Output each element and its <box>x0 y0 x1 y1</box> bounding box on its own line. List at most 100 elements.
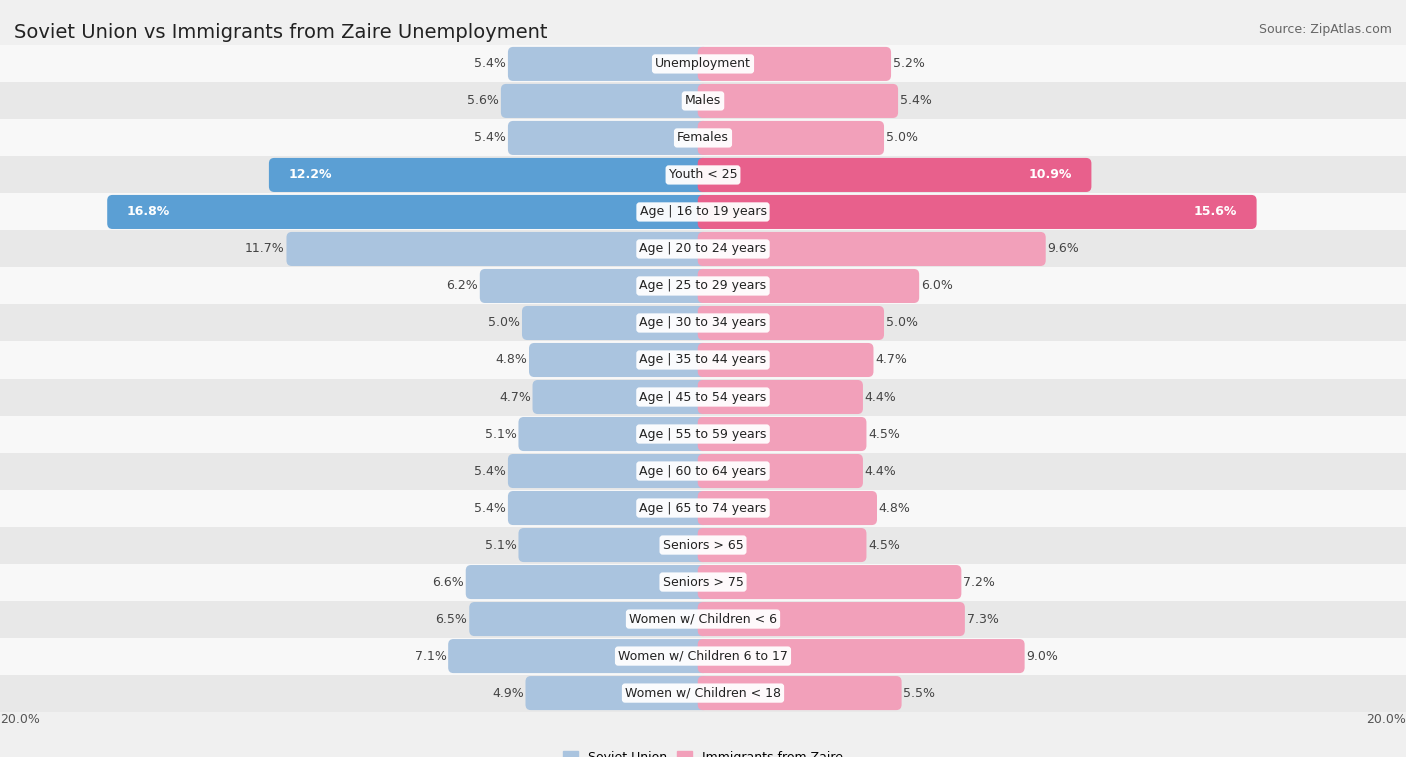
FancyBboxPatch shape <box>526 676 709 710</box>
Text: Age | 16 to 19 years: Age | 16 to 19 years <box>640 205 766 219</box>
Text: 9.0%: 9.0% <box>1026 650 1059 662</box>
Bar <box>0 378 1406 416</box>
FancyBboxPatch shape <box>529 343 709 377</box>
Text: 5.4%: 5.4% <box>474 465 506 478</box>
FancyBboxPatch shape <box>697 232 1046 266</box>
Bar <box>0 157 1406 194</box>
Text: 4.8%: 4.8% <box>495 354 527 366</box>
Text: 5.4%: 5.4% <box>900 95 932 107</box>
Text: Age | 60 to 64 years: Age | 60 to 64 years <box>640 465 766 478</box>
Text: 4.4%: 4.4% <box>865 391 897 403</box>
FancyBboxPatch shape <box>501 84 709 118</box>
FancyBboxPatch shape <box>287 232 709 266</box>
FancyBboxPatch shape <box>697 306 884 340</box>
FancyBboxPatch shape <box>508 454 709 488</box>
Text: Unemployment: Unemployment <box>655 58 751 70</box>
Bar <box>0 527 1406 563</box>
FancyBboxPatch shape <box>697 343 873 377</box>
FancyBboxPatch shape <box>697 639 1025 673</box>
Text: 7.1%: 7.1% <box>415 650 447 662</box>
Text: Women w/ Children < 6: Women w/ Children < 6 <box>628 612 778 625</box>
Text: Women w/ Children < 18: Women w/ Children < 18 <box>626 687 780 699</box>
Bar <box>0 45 1406 83</box>
Bar <box>0 194 1406 230</box>
Text: 5.6%: 5.6% <box>467 95 499 107</box>
Text: Seniors > 75: Seniors > 75 <box>662 575 744 588</box>
FancyBboxPatch shape <box>508 47 709 81</box>
Text: 4.5%: 4.5% <box>869 538 900 552</box>
Text: 5.5%: 5.5% <box>904 687 935 699</box>
Bar <box>0 637 1406 674</box>
Text: 5.4%: 5.4% <box>474 502 506 515</box>
Text: Soviet Union vs Immigrants from Zaire Unemployment: Soviet Union vs Immigrants from Zaire Un… <box>14 23 547 42</box>
FancyBboxPatch shape <box>697 121 884 155</box>
Text: Age | 65 to 74 years: Age | 65 to 74 years <box>640 502 766 515</box>
Text: 6.5%: 6.5% <box>436 612 467 625</box>
Text: 9.6%: 9.6% <box>1047 242 1080 255</box>
FancyBboxPatch shape <box>533 380 709 414</box>
FancyBboxPatch shape <box>519 528 709 562</box>
FancyBboxPatch shape <box>697 380 863 414</box>
FancyBboxPatch shape <box>470 602 709 636</box>
FancyBboxPatch shape <box>697 454 863 488</box>
Text: Age | 45 to 54 years: Age | 45 to 54 years <box>640 391 766 403</box>
Bar <box>0 304 1406 341</box>
FancyBboxPatch shape <box>697 84 898 118</box>
Text: 20.0%: 20.0% <box>1367 713 1406 727</box>
Text: Age | 20 to 24 years: Age | 20 to 24 years <box>640 242 766 255</box>
Text: Age | 35 to 44 years: Age | 35 to 44 years <box>640 354 766 366</box>
Text: 4.7%: 4.7% <box>875 354 907 366</box>
Bar <box>0 600 1406 637</box>
FancyBboxPatch shape <box>697 195 1257 229</box>
Text: Seniors > 65: Seniors > 65 <box>662 538 744 552</box>
Text: 6.0%: 6.0% <box>921 279 953 292</box>
Text: 15.6%: 15.6% <box>1194 205 1237 219</box>
Text: 4.8%: 4.8% <box>879 502 911 515</box>
FancyBboxPatch shape <box>697 602 965 636</box>
FancyBboxPatch shape <box>697 676 901 710</box>
Text: Age | 55 to 59 years: Age | 55 to 59 years <box>640 428 766 441</box>
FancyBboxPatch shape <box>449 639 709 673</box>
FancyBboxPatch shape <box>479 269 709 303</box>
Bar <box>0 267 1406 304</box>
Bar <box>0 490 1406 527</box>
Text: 5.0%: 5.0% <box>488 316 520 329</box>
FancyBboxPatch shape <box>465 565 709 599</box>
Text: 4.5%: 4.5% <box>869 428 900 441</box>
Text: 11.7%: 11.7% <box>245 242 285 255</box>
Text: Age | 30 to 34 years: Age | 30 to 34 years <box>640 316 766 329</box>
Bar <box>0 563 1406 600</box>
Text: 5.4%: 5.4% <box>474 132 506 145</box>
Text: 4.4%: 4.4% <box>865 465 897 478</box>
Text: 12.2%: 12.2% <box>288 169 332 182</box>
Text: Males: Males <box>685 95 721 107</box>
FancyBboxPatch shape <box>697 158 1091 192</box>
Text: 5.4%: 5.4% <box>474 58 506 70</box>
Text: 7.3%: 7.3% <box>967 612 998 625</box>
Text: 5.1%: 5.1% <box>485 428 517 441</box>
FancyBboxPatch shape <box>697 565 962 599</box>
Text: Age | 25 to 29 years: Age | 25 to 29 years <box>640 279 766 292</box>
Text: Youth < 25: Youth < 25 <box>669 169 737 182</box>
FancyBboxPatch shape <box>508 491 709 525</box>
Text: 20.0%: 20.0% <box>0 713 39 727</box>
Text: 4.9%: 4.9% <box>492 687 524 699</box>
Bar <box>0 83 1406 120</box>
Text: Source: ZipAtlas.com: Source: ZipAtlas.com <box>1258 23 1392 36</box>
FancyBboxPatch shape <box>269 158 709 192</box>
Text: 10.9%: 10.9% <box>1029 169 1073 182</box>
Text: 5.2%: 5.2% <box>893 58 925 70</box>
Text: 16.8%: 16.8% <box>127 205 170 219</box>
Bar <box>0 341 1406 378</box>
FancyBboxPatch shape <box>697 47 891 81</box>
Bar <box>0 120 1406 157</box>
FancyBboxPatch shape <box>522 306 709 340</box>
Text: 6.6%: 6.6% <box>432 575 464 588</box>
Text: 5.1%: 5.1% <box>485 538 517 552</box>
Text: 7.2%: 7.2% <box>963 575 995 588</box>
FancyBboxPatch shape <box>519 417 709 451</box>
Text: 4.7%: 4.7% <box>499 391 531 403</box>
Text: 5.0%: 5.0% <box>886 132 918 145</box>
Legend: Soviet Union, Immigrants from Zaire: Soviet Union, Immigrants from Zaire <box>558 746 848 757</box>
Text: Females: Females <box>678 132 728 145</box>
